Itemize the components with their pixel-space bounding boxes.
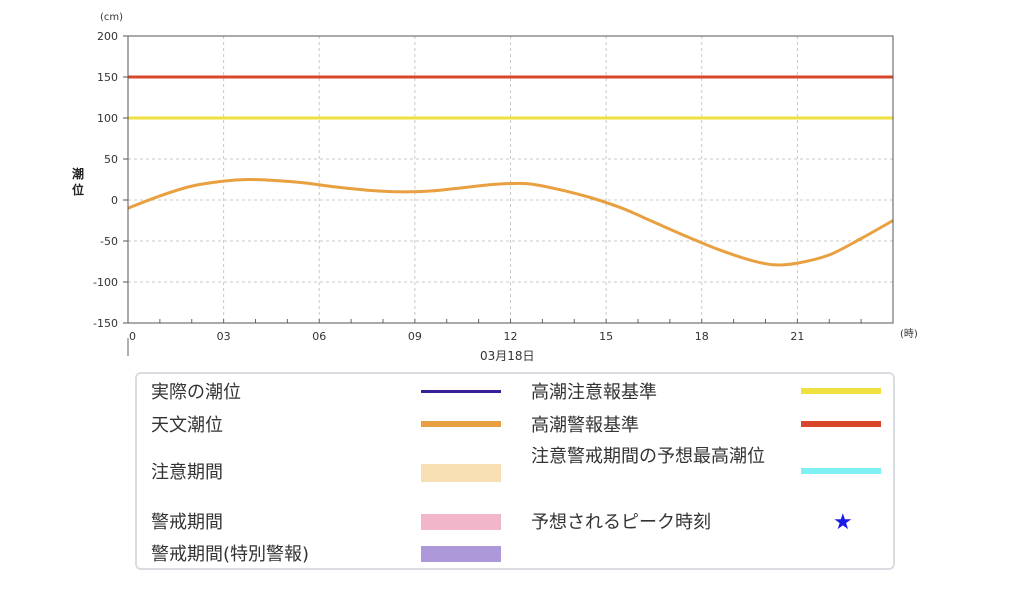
legend-swatch-astro [421,421,501,427]
legend-label-peak-time: 予想されるピーク時刻 [531,512,711,533]
legend-label-caution-period: 注意期間 [151,462,223,483]
x-tick-label: 09 [408,330,422,343]
y-tick-label: -100 [93,276,118,289]
y-unit-label: (cm) [100,12,123,23]
y-tick-label: -150 [93,317,118,330]
y-tick-label: 200 [97,30,118,43]
x-tick-label: 12 [504,330,518,343]
series-layer [127,177,894,267]
legend-swatch-caution-period [421,464,501,482]
x-tick-label: 03 [217,330,231,343]
x-tick-label: 15 [599,330,613,343]
x-tick-label: 0 [129,330,136,343]
x-tick-label: 06 [312,330,326,343]
y-tick-label: 150 [97,71,118,84]
x-unit-label: (時) [900,328,918,340]
legend-label-caution-std: 高潮注意報基準 [531,382,657,403]
y-tick-label: -50 [100,235,118,248]
legend-label-actual: 実際の潮位 [151,382,241,403]
series-line-astronomical-tide [127,177,894,267]
date-label: 03月18日 [480,349,535,363]
legend-label-warning-period: 警戒期間 [151,512,223,533]
y-tick-label: 0 [111,194,118,207]
x-tick-labels: 0 03 06 09 12 15 18 21 [129,330,804,343]
legend-swatch-caution-std [801,388,881,394]
y-tick-label: 100 [97,112,118,125]
legend-swatch-max-forecast [801,468,881,474]
y-tick-labels: 200 150 100 50 0 -50 -100 -150 [93,30,128,330]
legend-swatch-special-period [421,546,501,562]
peak-star-icon: ★ [833,510,853,535]
legend-swatch-warning-std [801,421,881,427]
legend-label-special-period: 警戒期間(特別警報) [151,544,310,565]
legend-swatch-warning-period [421,514,501,530]
legend-label-max-forecast: 注意警戒期間の予想最高潮位 [531,446,765,467]
legend-label-warning-std: 高潮警報基準 [531,415,639,436]
plot-frame [127,35,894,324]
y-tick-label: 50 [104,153,118,166]
x-tick-label: 18 [695,330,709,343]
legend-label-astro: 天文潮位 [151,415,223,436]
x-tick-label: 21 [790,330,804,343]
reference-lines [128,75,893,120]
legend: 実際の潮位 天文潮位 注意期間 警戒期間 警戒期間(特別警報) 高潮注意報基準 … [135,372,895,570]
legend-swatch-actual [421,390,501,393]
y-axis-label-1: 潮位 [72,166,84,197]
